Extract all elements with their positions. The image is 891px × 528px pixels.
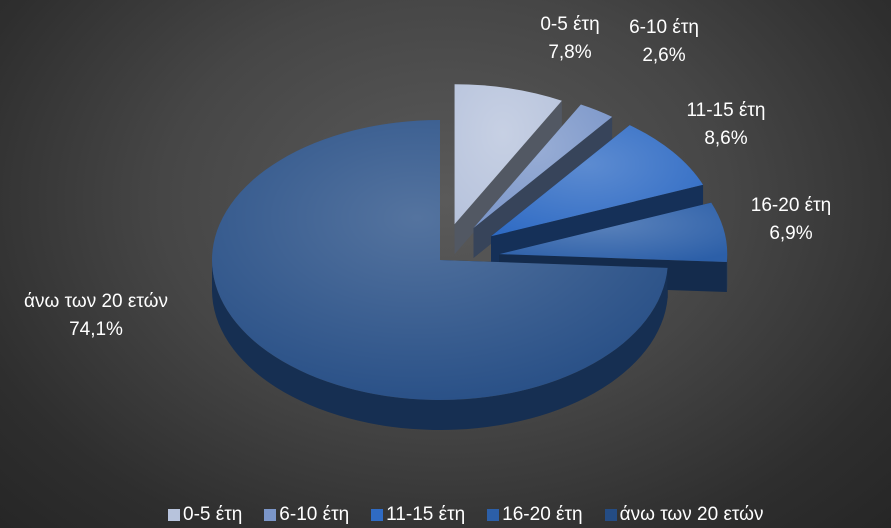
slice-cut-face — [454, 100, 562, 255]
value-label: 6,9% — [769, 223, 813, 244]
category-label: 16-20 έτη — [750, 195, 832, 216]
data-label-6-10: 6-10 έτη 2,6% — [629, 14, 699, 70]
data-label-0-5: 0-5 έτη 7,8% — [540, 11, 599, 67]
legend-item-0-5: 0-5 έτη — [168, 503, 242, 527]
legend-swatch — [168, 509, 180, 521]
legend-item-11-15: 11-15 έτη — [371, 503, 465, 527]
legend: 0-5 έτη 6-10 έτη 11-15 έτη 16-20 έτη άνω… — [168, 503, 764, 527]
slice-11-15 — [491, 125, 704, 267]
legend-label: 0-5 έτη — [183, 504, 243, 525]
slice-highlight — [473, 104, 613, 228]
value-label: 7,8% — [548, 42, 592, 63]
category-label: 11-15 έτη — [686, 100, 766, 121]
slice-highlight — [212, 120, 668, 401]
category-label: άνω των 20 ετών — [24, 291, 168, 312]
legend-swatch — [604, 509, 617, 521]
legend-item-6-10: 6-10 έτη — [264, 503, 349, 527]
legend-swatch — [371, 509, 384, 521]
value-label: 8,6% — [704, 128, 748, 149]
category-label: 6-10 έτη — [629, 17, 699, 38]
data-label-11-15: 11-15 έτη 8,6% — [686, 97, 765, 153]
data-label-16-20: 16-20 έτη 6,9% — [751, 192, 831, 248]
slice-rim — [211, 260, 668, 431]
slice-highlight — [454, 84, 562, 225]
slice-0-5 — [454, 84, 562, 255]
slice-over-20 — [211, 120, 668, 431]
slice-highlight — [499, 202, 728, 263]
data-label-over-20: άνω των 20 ετών 74,1% — [24, 288, 168, 344]
category-label: 0-5 έτη — [540, 14, 600, 35]
legend-swatch — [487, 509, 500, 521]
legend-item-16-20: 16-20 έτη — [487, 503, 583, 527]
legend-item-over-20: άνω των 20 ετών — [604, 503, 764, 527]
value-label: 2,6% — [642, 45, 686, 66]
legend-swatch — [264, 509, 277, 521]
legend-label: άνω των 20 ετών — [619, 504, 764, 525]
slice-highlight — [491, 125, 704, 237]
legend-label: 6-10 έτη — [279, 504, 350, 525]
value-label: 74,1% — [69, 319, 123, 340]
legend-label: 11-15 έτη — [386, 504, 466, 525]
legend-label: 16-20 έτη — [502, 504, 583, 525]
